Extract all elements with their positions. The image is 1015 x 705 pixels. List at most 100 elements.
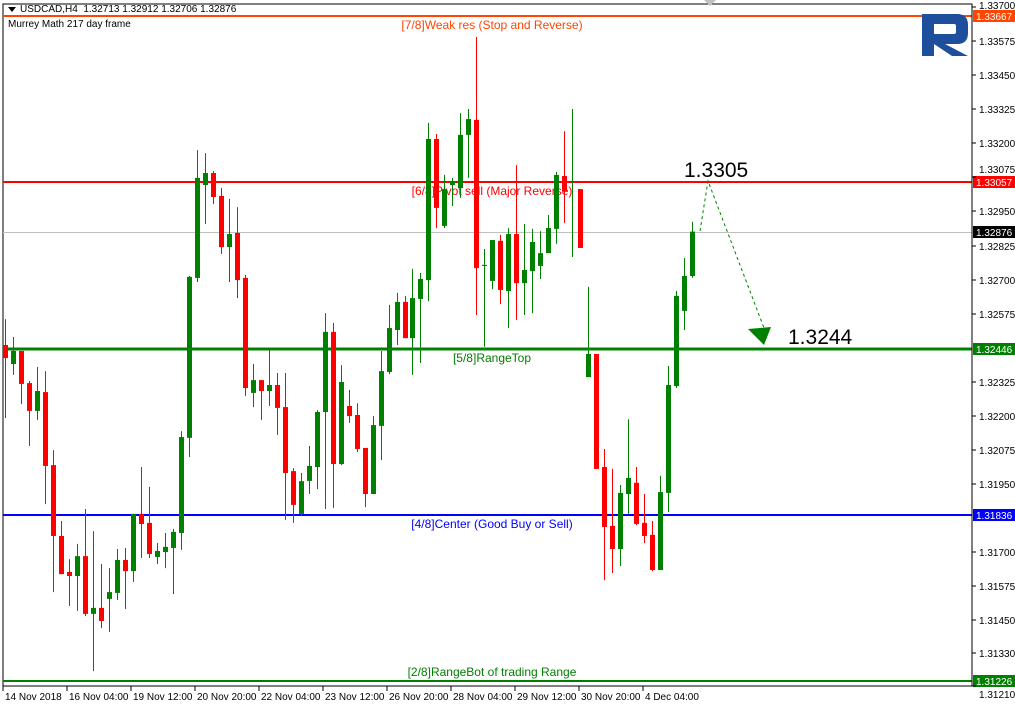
candle [99,564,104,629]
candle-body [690,231,695,277]
y-tick-label: 1.33200 [979,139,1015,150]
candle [299,473,304,517]
candle-body [466,119,471,135]
candle-body [538,253,543,266]
candle-body [211,173,216,198]
candle-body [371,425,376,495]
candle [227,198,232,283]
candle-body [139,513,144,524]
candle-body [195,177,200,278]
candle-body [570,180,575,183]
candle-body [315,411,320,468]
candle [11,337,16,375]
candle-body [179,437,184,533]
level-label-pivot: [6/8]Pivot sell (Major Reverse) [412,184,573,198]
candle [634,467,639,526]
price-tag-range_bot-bg [973,675,1015,687]
candle [283,373,288,520]
price-tag-pivot-bg [973,176,1015,188]
candle-body [11,350,16,365]
candle [450,177,455,206]
candle-body [307,465,312,481]
candle [490,240,495,290]
y-tick-label: 1.32200 [979,412,1015,423]
candle-body [35,391,40,411]
candle [19,350,24,405]
candle [59,520,64,575]
candle [3,319,8,418]
price-tag-current: 1.32876 [976,228,1013,239]
candle [179,431,184,550]
candle [458,113,463,198]
x-tick-label: 30 Nov 20:00 [581,692,641,703]
candle-body [442,189,447,226]
broker-logo [922,14,968,56]
candle [163,532,168,569]
candle [51,450,56,593]
candle-body [410,298,415,339]
candle-body [666,385,671,493]
candle [522,223,527,315]
candle-body [219,195,224,248]
candle [586,286,591,378]
candle-body [650,534,655,571]
chart-shift-marker-icon[interactable] [704,0,716,6]
x-tick-label: 26 Nov 20:00 [389,692,449,703]
candle [251,364,256,408]
candle-body [187,276,192,438]
candle [570,108,575,257]
candle-body [91,607,96,614]
candle [506,228,511,329]
x-tick-label: 14 Nov 2018 [5,692,62,703]
candle [618,485,623,566]
x-tick-label: 20 Nov 20:00 [197,692,257,703]
candle [666,365,671,512]
level-label-center: [4/8]Center (Good Buy or Sell) [411,517,572,531]
candle [482,249,487,347]
candle [674,291,679,389]
candle-body [594,353,599,469]
candle-body [203,173,208,186]
candle-body [227,234,232,248]
candle [347,389,352,423]
candle-body [3,344,8,359]
candle [546,214,551,254]
candle [602,449,607,581]
candle [307,446,312,495]
price-tag-weak_res: 1.33667 [976,12,1013,23]
symbol-header[interactable]: USDCAD,H4 1.32713 1.32912 1.32706 1.3287… [8,4,236,15]
candle-body [331,331,336,465]
candle-body [235,232,240,281]
candle-body [522,270,527,284]
plot-area [2,3,973,687]
price-tag-weak_res-bg [973,10,1015,22]
target-high-label: 1.3305 [684,159,748,182]
dropdown-triangle-icon[interactable] [8,6,16,12]
candle-body [474,119,479,269]
candle-body [395,301,400,330]
candle [75,543,80,611]
indicator-name: Murrey Math 217 day frame [8,19,131,30]
candle-body [339,382,344,465]
candle [115,549,120,600]
candle [418,273,423,363]
level-label-range_top: [5/8]RangeTop [453,351,531,365]
price-axis[interactable]: 1.33667 1.33057 1.32446 1.31836 1.31226 1.328… [972,1,1015,701]
candle-body [123,559,128,572]
candle-body [267,385,272,392]
candle-body [610,525,615,550]
candle [538,231,543,280]
candle-body [51,465,56,536]
y-tick-label: 1.31450 [979,616,1015,627]
candle-body [682,276,687,311]
candle-body [171,531,176,548]
y-tick-label: 1.33325 [979,105,1015,116]
y-tick-label: 1.31210 [979,690,1015,701]
candle-body [163,546,168,553]
x-tick-label: 4 Dec 04:00 [645,692,699,703]
candle [395,292,400,345]
candle-body [403,301,408,339]
time-axis[interactable]: 14 Nov 2018 16 Nov 04:00 19 Nov 12:00 20 No… [2,686,699,703]
candle-body [283,407,288,474]
